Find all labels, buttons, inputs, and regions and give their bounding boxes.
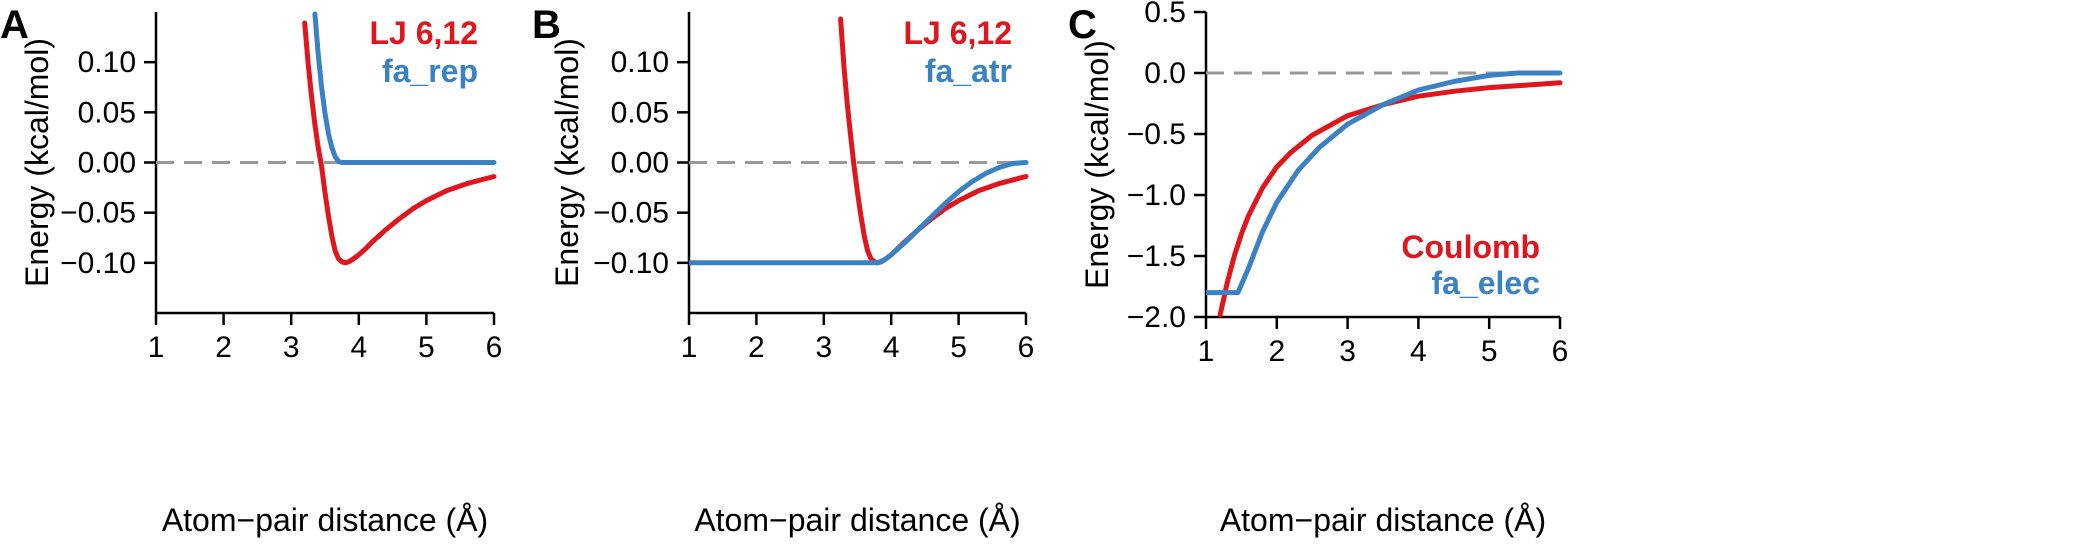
plot-area — [689, 16, 1029, 266]
y-tick-label: 0.05 — [78, 96, 136, 129]
panel-letter: C — [1068, 3, 1097, 47]
x-tick-label: 2 — [1268, 335, 1285, 368]
y-tick-label: 0.00 — [611, 147, 669, 180]
x-tick-label: 3 — [1339, 335, 1356, 368]
x-tick-label: 1 — [681, 331, 698, 364]
y-tick-label: 0.10 — [611, 46, 669, 79]
x-tick-label: 4 — [350, 331, 367, 364]
x-tick-label: 3 — [283, 331, 300, 364]
plot-area — [1206, 70, 1563, 317]
legend-label: Coulomb — [1401, 229, 1540, 265]
series-line-fa-atr — [689, 160, 1029, 266]
x-tick-label: 5 — [418, 331, 435, 364]
x-tick-label: 2 — [748, 331, 765, 364]
x-tick-label: 1 — [148, 331, 165, 364]
series-line-fa-rep — [312, 11, 497, 165]
x-tick-label: 1 — [1198, 335, 1215, 368]
y-tick-label: −0.5 — [1127, 118, 1186, 151]
chart-panel-c: C 1 2 3 4 5 6 0.5 0.0 −0.5 −1.0 −1.5 −2.0 Atom−pair d… — [1068, 0, 1568, 538]
legend-label: LJ 6,12 — [369, 15, 478, 51]
y-tick-label: −0.05 — [60, 197, 136, 230]
x-tick-label: 6 — [486, 331, 503, 364]
y-axis-title: Energy (kcal/mol) — [19, 38, 55, 287]
x-tick-label: 4 — [883, 331, 900, 364]
y-tick-label: −2.0 — [1127, 301, 1186, 334]
x-tick-label: 6 — [1018, 331, 1035, 364]
series-line-fa-elec — [1206, 70, 1563, 296]
y-tick-label: −0.05 — [593, 197, 669, 230]
legend-label: fa_rep — [382, 53, 478, 89]
legend-label: LJ 6,12 — [903, 15, 1012, 51]
legend-label: fa_elec — [1431, 265, 1540, 301]
x-axis-title: Atom−pair distance (Å) — [162, 502, 488, 538]
x-tick-label: 3 — [815, 331, 832, 364]
series-line-coulomb — [1217, 80, 1563, 317]
panel-letter: B — [532, 3, 561, 47]
y-axis-title: Energy (kcal/mol) — [549, 38, 585, 287]
x-axis-title: Atom−pair distance (Å) — [1220, 502, 1546, 538]
y-tick-label: 0.0 — [1144, 57, 1186, 90]
y-tick-label: 0.5 — [1144, 0, 1186, 29]
chart-panel-a: A 1 2 3 4 5 6 0.10 0.05 0.00 −0.05 −0.10 Atom−pair d… — [0, 3, 502, 538]
y-tick-label: −1.5 — [1127, 240, 1186, 273]
y-axis-title: Energy (kcal/mol) — [1079, 40, 1115, 289]
y-tick-label: 0.05 — [611, 96, 669, 129]
x-tick-label: 5 — [950, 331, 967, 364]
y-tick-label: −1.0 — [1127, 179, 1186, 212]
plot-area — [302, 11, 497, 266]
x-tick-label: 2 — [215, 331, 232, 364]
y-tick-label: −0.10 — [60, 247, 136, 280]
legend-label: fa_atr — [925, 53, 1012, 89]
x-tick-label: 4 — [1410, 335, 1427, 368]
y-tick-label: 0.10 — [78, 46, 136, 79]
x-tick-label: 5 — [1481, 335, 1498, 368]
x-tick-label: 6 — [1552, 335, 1569, 368]
series-line-lj-6-12 — [302, 20, 497, 266]
chart-panel-b: B 1 2 3 4 5 6 0.10 0.05 0.00 −0.05 −0.10 Atom−pair d… — [532, 3, 1034, 538]
panel-letter: A — [0, 3, 29, 47]
x-axis-title: Atom−pair distance (Å) — [694, 502, 1020, 538]
y-tick-label: 0.00 — [78, 147, 136, 180]
y-tick-label: −0.10 — [593, 247, 669, 280]
